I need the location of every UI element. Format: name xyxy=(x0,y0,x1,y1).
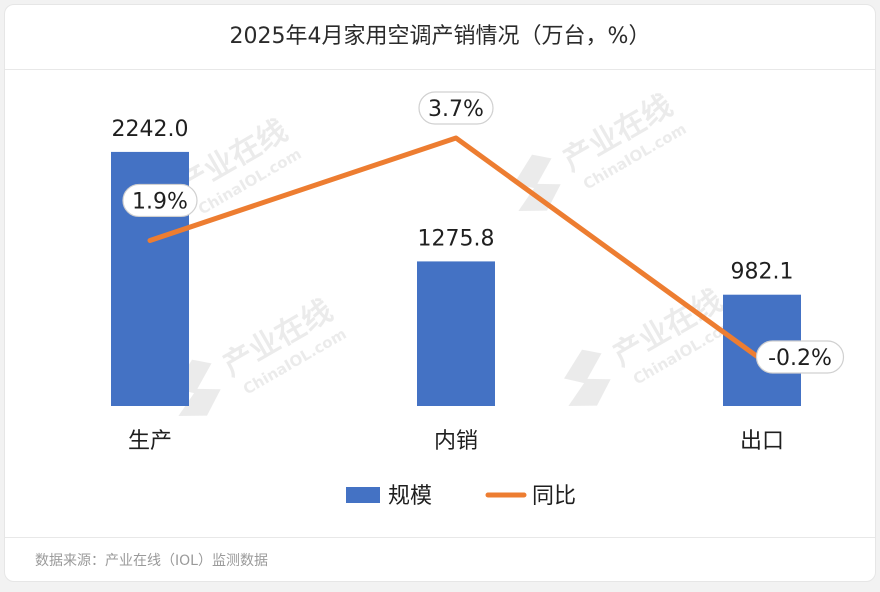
category-label: 内销 xyxy=(434,429,478,454)
source-note: 数据来源：产业在线（IOL）监测数据 xyxy=(35,553,268,569)
legend-label-bar: 规模 xyxy=(388,484,432,509)
category-label: 生产 xyxy=(128,429,172,454)
category-label: 出口 xyxy=(740,429,784,454)
line-label-bubble xyxy=(755,340,845,374)
chart-title: 2025年4月家用空调产销情况（万台，%） xyxy=(5,5,875,70)
line-value-label: 3.7% xyxy=(428,97,484,122)
watermark-logo-icon xyxy=(564,349,611,406)
bar-value-label: 2242.0 xyxy=(112,117,189,142)
line-value-label: -0.2% xyxy=(768,346,832,371)
legend-swatch-bar xyxy=(346,487,380,503)
line-label-bubble xyxy=(418,91,494,125)
yoy-line xyxy=(147,135,765,363)
bar-value-label: 1275.8 xyxy=(418,226,495,251)
line-value-label: 1.9% xyxy=(132,189,188,214)
watermark-logo-icon xyxy=(514,154,561,211)
bar-2 xyxy=(417,261,495,406)
legend-label-line: 同比 xyxy=(532,484,576,509)
bar-value-label: 982.1 xyxy=(731,260,794,285)
line-label-bubble xyxy=(122,183,198,218)
footer-divider xyxy=(5,537,875,538)
